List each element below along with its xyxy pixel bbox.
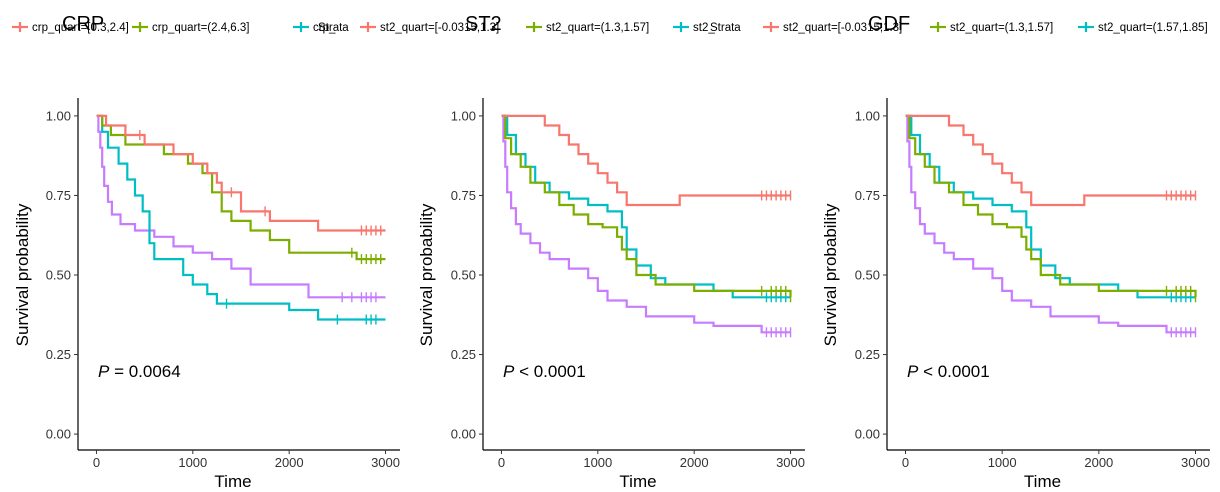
p-symbol: P — [503, 362, 515, 381]
y-axis-label: Survival probability — [821, 203, 840, 346]
p-value-text: < 0.0001 — [514, 362, 585, 381]
legend-label: st2_quart=(1.57,1.85] — [1098, 22, 1208, 34]
p-value-text: = 0.0064 — [109, 362, 180, 381]
survival-curve-3 — [905, 114, 1196, 334]
x-tick-label: 3000 — [1181, 455, 1210, 470]
y-tick-label: 1.00 — [855, 108, 880, 123]
y-tick-label: 0.75 — [46, 188, 71, 203]
legend-label: st2_quart=[-0.0315,1.3] — [380, 22, 499, 34]
x-tick-label: 2000 — [1084, 455, 1113, 470]
legend-title: Strata — [710, 22, 741, 34]
p-value-annotation: P < 0.0001 — [907, 362, 990, 381]
x-tick-label: 1000 — [583, 455, 612, 470]
p-value-annotation: P < 0.0001 — [503, 362, 586, 381]
y-tick-label: 1.00 — [46, 108, 71, 123]
y-tick-label: 0.25 — [855, 347, 880, 362]
x-axis-label: Time — [619, 472, 656, 491]
survival-curve-2 — [501, 114, 791, 299]
x-tick-label: 0 — [902, 455, 909, 470]
y-tick-label: 0.00 — [451, 427, 476, 442]
legend-label: st2_quart=(1.3,1.57] — [546, 22, 649, 34]
survival-curve-3 — [501, 114, 791, 334]
x-tick-label: 2000 — [680, 455, 709, 470]
survival-curve-2 — [905, 114, 1196, 299]
legend-label: crp_quart=[0.3,2.4] — [32, 22, 129, 34]
survival-curve-0 — [905, 114, 1196, 207]
p-symbol: P — [98, 362, 110, 381]
x-tick-label: 0 — [498, 455, 505, 470]
y-tick-label: 0.00 — [46, 427, 71, 442]
legend-label: st2_quart=(1.3,1.57] — [950, 22, 1053, 34]
legend-label: st2_quart=[-0.0315,1.3] — [783, 22, 902, 34]
legend-label: st2_ — [693, 22, 715, 34]
y-tick-label: 0.50 — [46, 268, 71, 283]
x-tick-label: 1000 — [178, 455, 207, 470]
y-tick-label: 0.25 — [46, 347, 71, 362]
x-tick-label: 3000 — [776, 455, 805, 470]
chart-title: ST2 — [465, 13, 502, 35]
y-tick-label: 0.50 — [855, 268, 880, 283]
legend-label: crp_ — [313, 22, 336, 34]
y-axis-label: Survival probability — [417, 203, 436, 346]
legend-title: Strata — [318, 22, 349, 34]
y-tick-label: 1.00 — [451, 108, 476, 123]
survival-curve-1 — [905, 114, 1197, 298]
survival-curve-0 — [96, 114, 386, 232]
y-tick-label: 0.50 — [451, 268, 476, 283]
x-tick-label: 1000 — [988, 455, 1017, 470]
survival-curve-3 — [96, 114, 386, 299]
chart-title: CRP — [62, 13, 104, 35]
x-axis-label: Time — [1024, 472, 1061, 491]
y-axis-label: Survival probability — [13, 203, 32, 346]
y-tick-label: 0.00 — [855, 427, 880, 442]
survival-curve-0 — [501, 114, 791, 207]
survival-curve-1 — [96, 114, 386, 261]
legend-label: crp_quart=(2.4,6.3] — [152, 22, 250, 34]
p-symbol: P — [907, 362, 919, 381]
y-tick-label: 0.75 — [451, 188, 476, 203]
x-tick-label: 3000 — [371, 455, 400, 470]
survival-curve-1 — [501, 114, 792, 298]
x-tick-label: 2000 — [275, 455, 304, 470]
x-axis-label: Time — [214, 472, 251, 491]
x-tick-label: 0 — [93, 455, 100, 470]
chart-title: GDF — [868, 13, 910, 35]
y-tick-label: 0.75 — [855, 188, 880, 203]
y-tick-label: 0.25 — [451, 347, 476, 362]
p-value-text: < 0.0001 — [918, 362, 989, 381]
p-value-annotation: P = 0.0064 — [98, 362, 181, 381]
survival-curve-2 — [96, 114, 386, 321]
